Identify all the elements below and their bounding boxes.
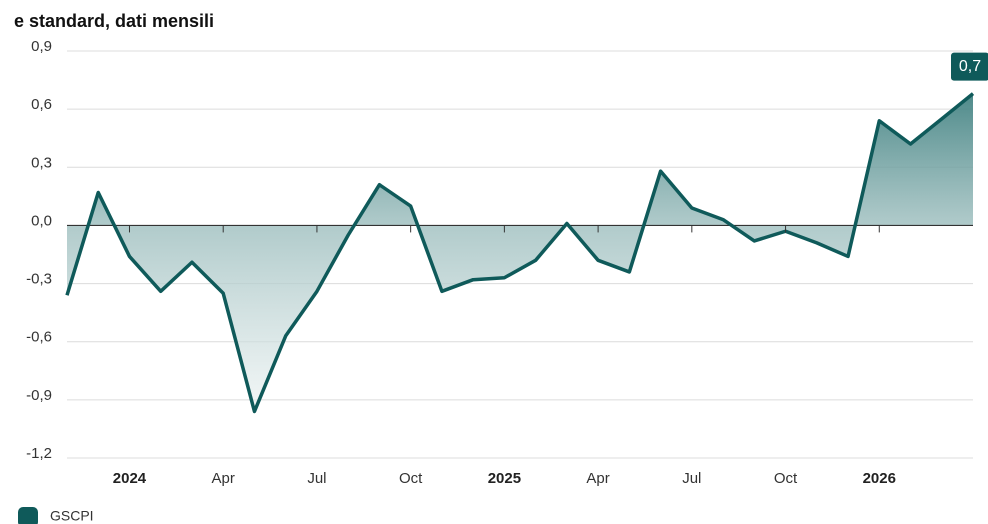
legend-label: GSCPI [50,508,94,524]
x-tick-label: 2024 [113,470,147,487]
y-tick-label: -0,3 [26,271,52,288]
x-tick-label: 2026 [863,470,896,487]
x-tick-label: Apr [586,470,609,487]
x-tick-label: Jul [682,470,701,487]
y-tick-label: 0,3 [31,154,52,171]
x-tick-label: Oct [399,470,423,487]
legend-swatch [18,507,38,524]
y-tick-label: 0,6 [31,96,52,113]
chart-subtitle: e standard, dati mensili [14,11,214,31]
y-tick-label: -1,2 [26,445,52,462]
y-tick-label: 0,9 [31,38,52,55]
x-tick-label: 2025 [488,470,521,487]
y-tick-label: -0,9 [26,387,52,404]
x-tick-label: Jul [307,470,326,487]
value-label-box [951,52,988,81]
x-tick-label: Apr [212,470,235,487]
x-tick-label: Oct [774,470,798,487]
y-tick-label: -0,6 [26,329,52,346]
y-tick-label: 0,0 [31,212,52,229]
value-label: 0,7 [959,58,981,75]
line [65,92,975,414]
area-fill [67,93,973,412]
